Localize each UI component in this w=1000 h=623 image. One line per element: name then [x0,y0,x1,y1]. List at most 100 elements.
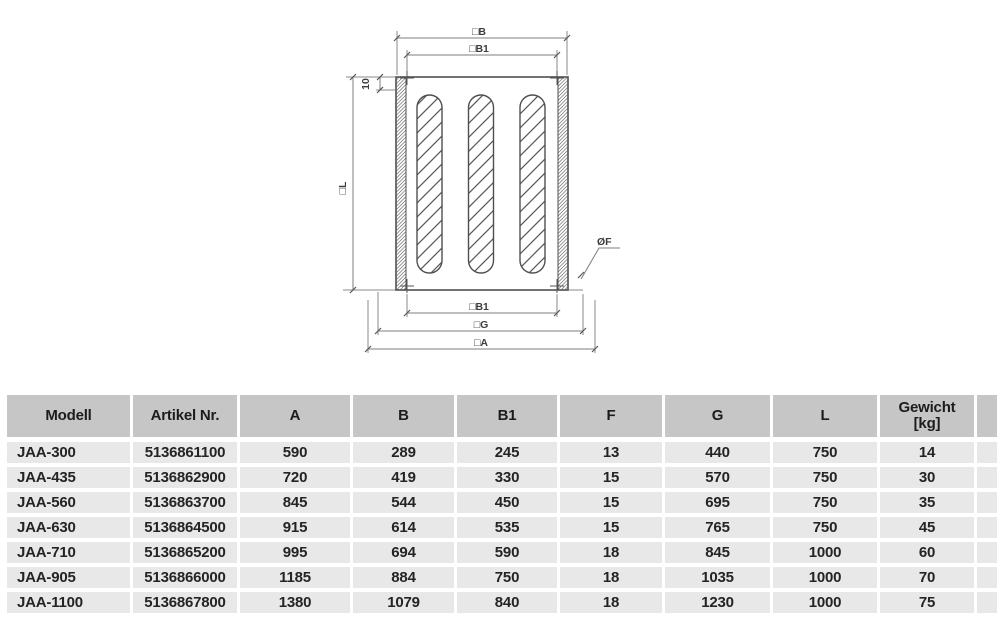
cell-artikel: 5136864500 [133,517,240,542]
clipped-column-cell [977,467,997,492]
dim-label-l: □L [337,181,349,194]
cell-artikel: 5136866000 [133,567,240,592]
dim-label-g: □G [474,319,489,331]
col-header-modell: Modell [7,395,133,442]
col-header-l: L [773,395,880,442]
table-row: JAA-1100 5136867800 1380 1079 840 18 123… [7,592,997,617]
clipped-column-header [977,395,997,442]
cell-gewicht: 14 [880,442,977,467]
cell-b1: 750 [457,567,560,592]
table-row: JAA-630 5136864500 915 614 535 15 765 75… [7,517,997,542]
cell-gewicht: 30 [880,467,977,492]
dimension-ticks [349,34,599,353]
col-header-gewicht: Gewicht [kg] [880,395,977,442]
col-header-artikel: Artikel Nr. [133,395,240,442]
col-header-a: A [240,395,353,442]
cell-gewicht: 60 [880,542,977,567]
dim-label-10: 10 [360,78,372,90]
cell-b1: 450 [457,492,560,517]
table-row: JAA-710 5136865200 995 694 590 18 845 10… [7,542,997,567]
grille-dimension-diagram: □B □B1 □L 10 ØF □B1 □G □A [337,26,620,353]
cell-b1: 535 [457,517,560,542]
cell-g: 765 [665,517,773,542]
cell-l: 1000 [773,567,880,592]
col-header-b: B [353,395,457,442]
cell-artikel: 5136867800 [133,592,240,617]
cell-b: 544 [353,492,457,517]
table-header-row: Modell Artikel Nr. A B B1 F G L Gewicht … [7,395,997,442]
cell-b1: 840 [457,592,560,617]
cell-f: 15 [560,467,665,492]
cell-b: 694 [353,542,457,567]
cell-modell: JAA-300 [7,442,133,467]
cell-b: 289 [353,442,457,467]
hole-center-marks [400,71,564,293]
cell-modell: JAA-435 [7,467,133,492]
clipped-column-cell [977,492,997,517]
cell-gewicht: 45 [880,517,977,542]
table-row: JAA-560 5136863700 845 544 450 15 695 75… [7,492,997,517]
cell-g: 1230 [665,592,773,617]
cell-artikel: 5136863700 [133,492,240,517]
cell-a: 1185 [240,567,353,592]
cell-l: 750 [773,492,880,517]
cell-artikel: 5136865200 [133,542,240,567]
cell-g: 695 [665,492,773,517]
col-header-b1: B1 [457,395,560,442]
cell-f: 13 [560,442,665,467]
cell-b1: 245 [457,442,560,467]
slot-3 [519,94,546,274]
cell-l: 750 [773,517,880,542]
cell-artikel: 5136861100 [133,442,240,467]
cell-f: 15 [560,492,665,517]
clipped-column-cell [977,592,997,617]
frame-left-strip [395,76,407,291]
cell-l: 750 [773,442,880,467]
cell-a: 590 [240,442,353,467]
cell-modell: JAA-630 [7,517,133,542]
cell-f: 18 [560,592,665,617]
cell-g: 570 [665,467,773,492]
cell-a: 915 [240,517,353,542]
leader-line-f [580,247,620,280]
cell-l: 750 [773,467,880,492]
clipped-column-cell [977,567,997,592]
technical-drawing: □B □B1 □L 10 ØF □B1 □G □A [330,10,630,368]
cell-a: 720 [240,467,353,492]
cell-b1: 590 [457,542,560,567]
col-header-f: F [560,395,665,442]
clipped-column-cell [977,542,997,567]
cell-l: 1000 [773,542,880,567]
cell-a: 995 [240,542,353,567]
col-header-g: G [665,395,773,442]
cell-g: 1035 [665,567,773,592]
cell-b: 614 [353,517,457,542]
grille-body [395,76,569,291]
table-row: JAA-905 5136866000 1185 884 750 18 1035 … [7,567,997,592]
slot-1 [416,94,443,274]
clipped-column-cell [977,517,997,542]
cell-b1: 330 [457,467,560,492]
dim-label-b1-bottom: □B1 [469,301,489,313]
table-row: JAA-435 5136862900 720 419 330 15 570 75… [7,467,997,492]
dim-label-f: ØF [597,236,612,248]
cell-b: 419 [353,467,457,492]
clipped-column-cell [977,442,997,467]
cell-b: 884 [353,567,457,592]
cell-a: 845 [240,492,353,517]
cell-b: 1079 [353,592,457,617]
cell-l: 1000 [773,592,880,617]
dim-label-a: □A [474,337,488,349]
cell-modell: JAA-1100 [7,592,133,617]
cell-modell: JAA-710 [7,542,133,567]
dimensions-table: Modell Artikel Nr. A B B1 F G L Gewicht … [7,395,997,617]
table-row: JAA-300 5136861100 590 289 245 13 440 75… [7,442,997,467]
dimension-lines [352,37,620,350]
dim-label-b: □B [472,26,486,38]
cell-gewicht: 35 [880,492,977,517]
cell-modell: JAA-905 [7,567,133,592]
cell-artikel: 5136862900 [133,467,240,492]
cell-gewicht: 70 [880,567,977,592]
cell-modell: JAA-560 [7,492,133,517]
slot-2 [467,94,495,274]
